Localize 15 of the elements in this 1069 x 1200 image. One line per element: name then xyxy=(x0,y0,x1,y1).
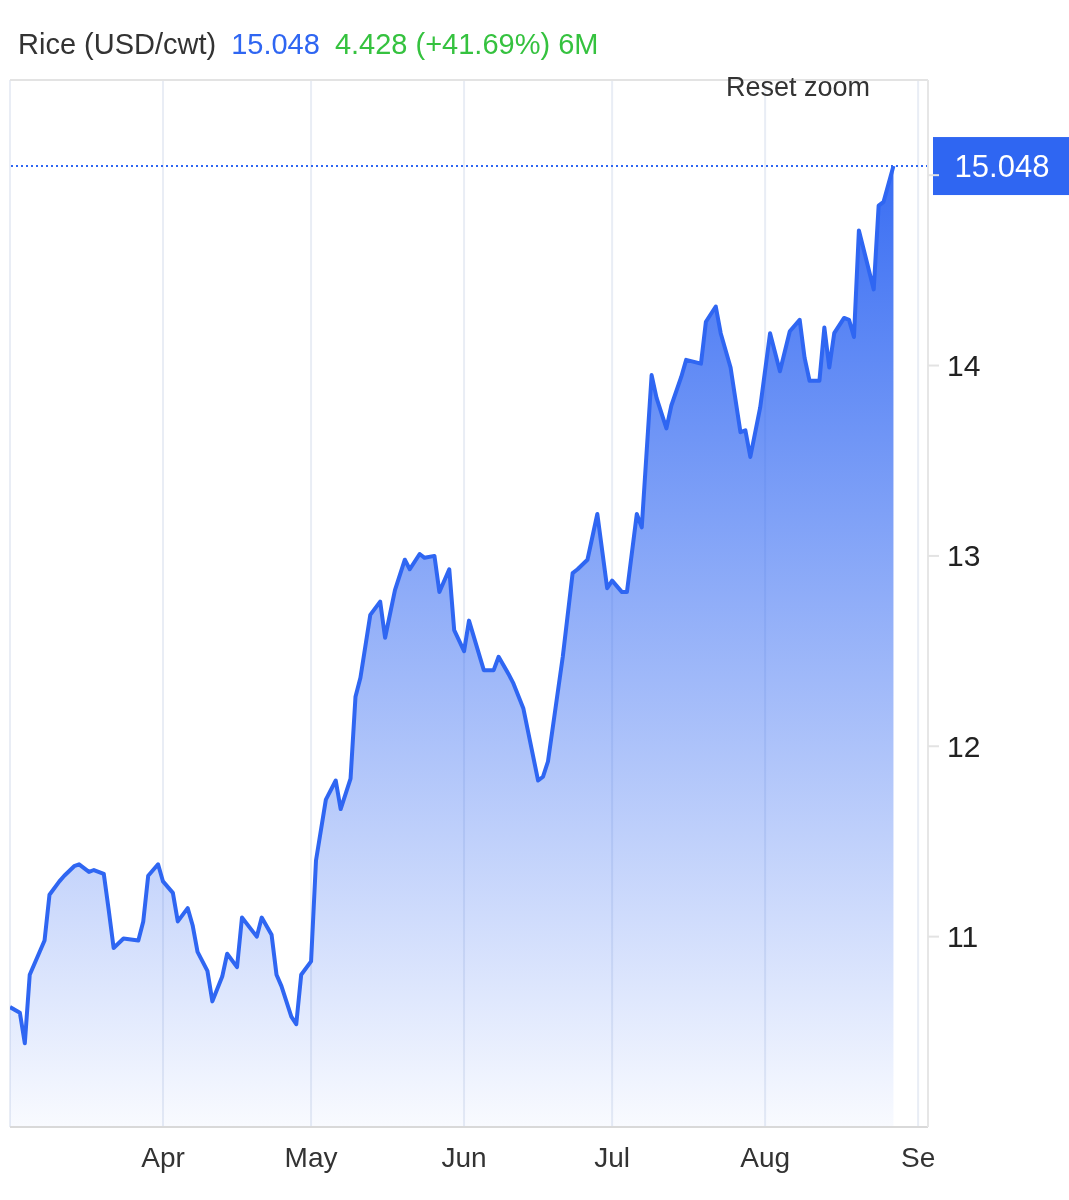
text: 4.428 (+41.69%) 6M xyxy=(334,28,599,60)
x-tick-label: Aug xyxy=(740,1141,791,1173)
y-tick-label: 14 xyxy=(947,349,981,383)
text: 15.048 xyxy=(231,28,320,60)
annotation: Reset zoom xyxy=(720,70,877,105)
x-tick-label: Jun xyxy=(441,1141,487,1173)
x-tick-label: Jul xyxy=(594,1141,631,1173)
x-tick-label: Se xyxy=(901,1141,936,1173)
x-tick-label: May xyxy=(284,1141,338,1173)
y-tick-label: 11 xyxy=(947,920,979,954)
chart-title: Rice (USD/cwt) xyxy=(18,28,217,60)
ref-line-label: 15.048 xyxy=(954,148,1050,184)
y-tick-label: 13 xyxy=(947,539,981,573)
y-tick-label: 12 xyxy=(947,729,981,763)
x-tick-label: Apr xyxy=(141,1141,185,1173)
